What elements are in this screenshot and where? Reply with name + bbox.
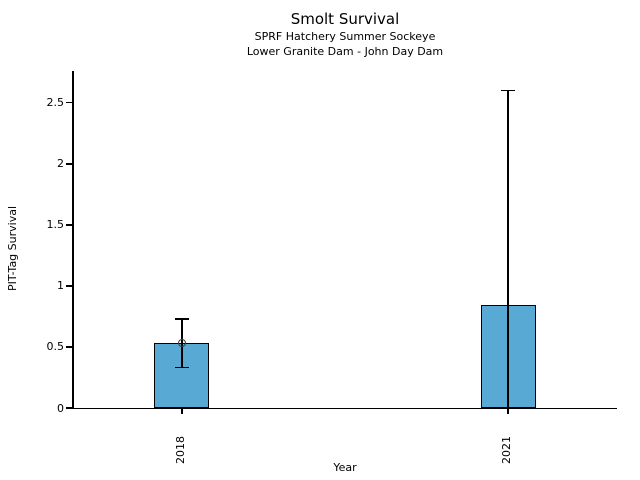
estimate-marker <box>177 339 186 348</box>
y-tick-label: 0 <box>57 401 64 415</box>
x-axis-spine <box>72 407 617 409</box>
chart-title: Smolt Survival <box>290 10 400 28</box>
x-tick-mark <box>507 408 509 414</box>
error-bar-cap-top <box>174 318 189 320</box>
x-tick-label: 2021 <box>500 436 514 464</box>
y-tick-mark <box>66 224 72 226</box>
y-tick-label: 2.5 <box>46 96 65 110</box>
x-axis-label: Year <box>333 461 357 474</box>
chart-subtitle-line-2: Lower Granite Dam - John Day Dam <box>246 45 444 58</box>
y-tick-mark <box>66 101 72 104</box>
chart-subtitle-line-1: SPRF Hatchery Summer Sockeye <box>254 30 436 43</box>
y-tick-label: 1 <box>57 279 64 293</box>
error-bar-cap-bottom <box>174 366 189 369</box>
y-tick-mark <box>66 163 72 165</box>
y-tick-label: 0.5 <box>46 340 65 354</box>
y-tick-mark <box>66 346 72 348</box>
y-tick-label: 1.5 <box>46 218 65 232</box>
y-tick-label: 2 <box>57 157 64 171</box>
x-tick-label: 2018 <box>173 436 187 464</box>
y-tick-mark <box>66 407 72 409</box>
y-axis-label: PIT-Tag Survival <box>6 205 19 291</box>
y-axis-spine <box>72 71 74 409</box>
error-bar-line <box>507 90 509 408</box>
plot-area: 0 0.5 1 1.5 2 2.5 2018 2021 <box>47 71 617 464</box>
error-bar-cap-top <box>501 89 516 92</box>
x-tick-mark <box>181 408 183 414</box>
y-tick-mark <box>66 285 72 287</box>
